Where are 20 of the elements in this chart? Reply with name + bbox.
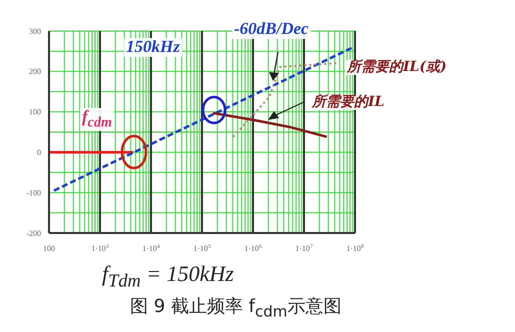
x-tick-label: 1·10$^{8}$ <box>346 244 364 253</box>
y-tick-label: 100 <box>29 108 41 117</box>
x-tick-label: 1·10$^{7}$ <box>295 244 313 253</box>
x-tick-label: 1·10$^{4}$ <box>142 244 160 253</box>
x-tick-label: 1·10$^{3}$ <box>91 244 109 253</box>
x-tick-label: 1·10$^{5}$ <box>193 244 211 253</box>
annotation: -60dB/Dec <box>232 19 311 39</box>
annotation: 150kHz <box>124 37 182 57</box>
x-tick-label: 1·10$^{6}$ <box>244 244 262 253</box>
y-tick-label: 300 <box>29 26 41 36</box>
y-tick-label: -200 <box>26 228 41 238</box>
x-tick-label: 100 <box>43 244 55 253</box>
y-tick-label: 0 <box>37 148 41 158</box>
y-tick-label: -100 <box>26 188 41 198</box>
y-tick-label: 200 <box>29 67 41 76</box>
text: f$_{Tdm}$ = 150kHz <box>100 261 236 291</box>
annotation: f$_{cdm}$ <box>80 107 114 131</box>
caption: 图 9 截止频率 f$_{cdm}$示意图 <box>128 296 344 321</box>
annotation: 所需要的IL <box>310 94 386 110</box>
annotation: 所需要的IL(或) <box>345 59 449 76</box>
